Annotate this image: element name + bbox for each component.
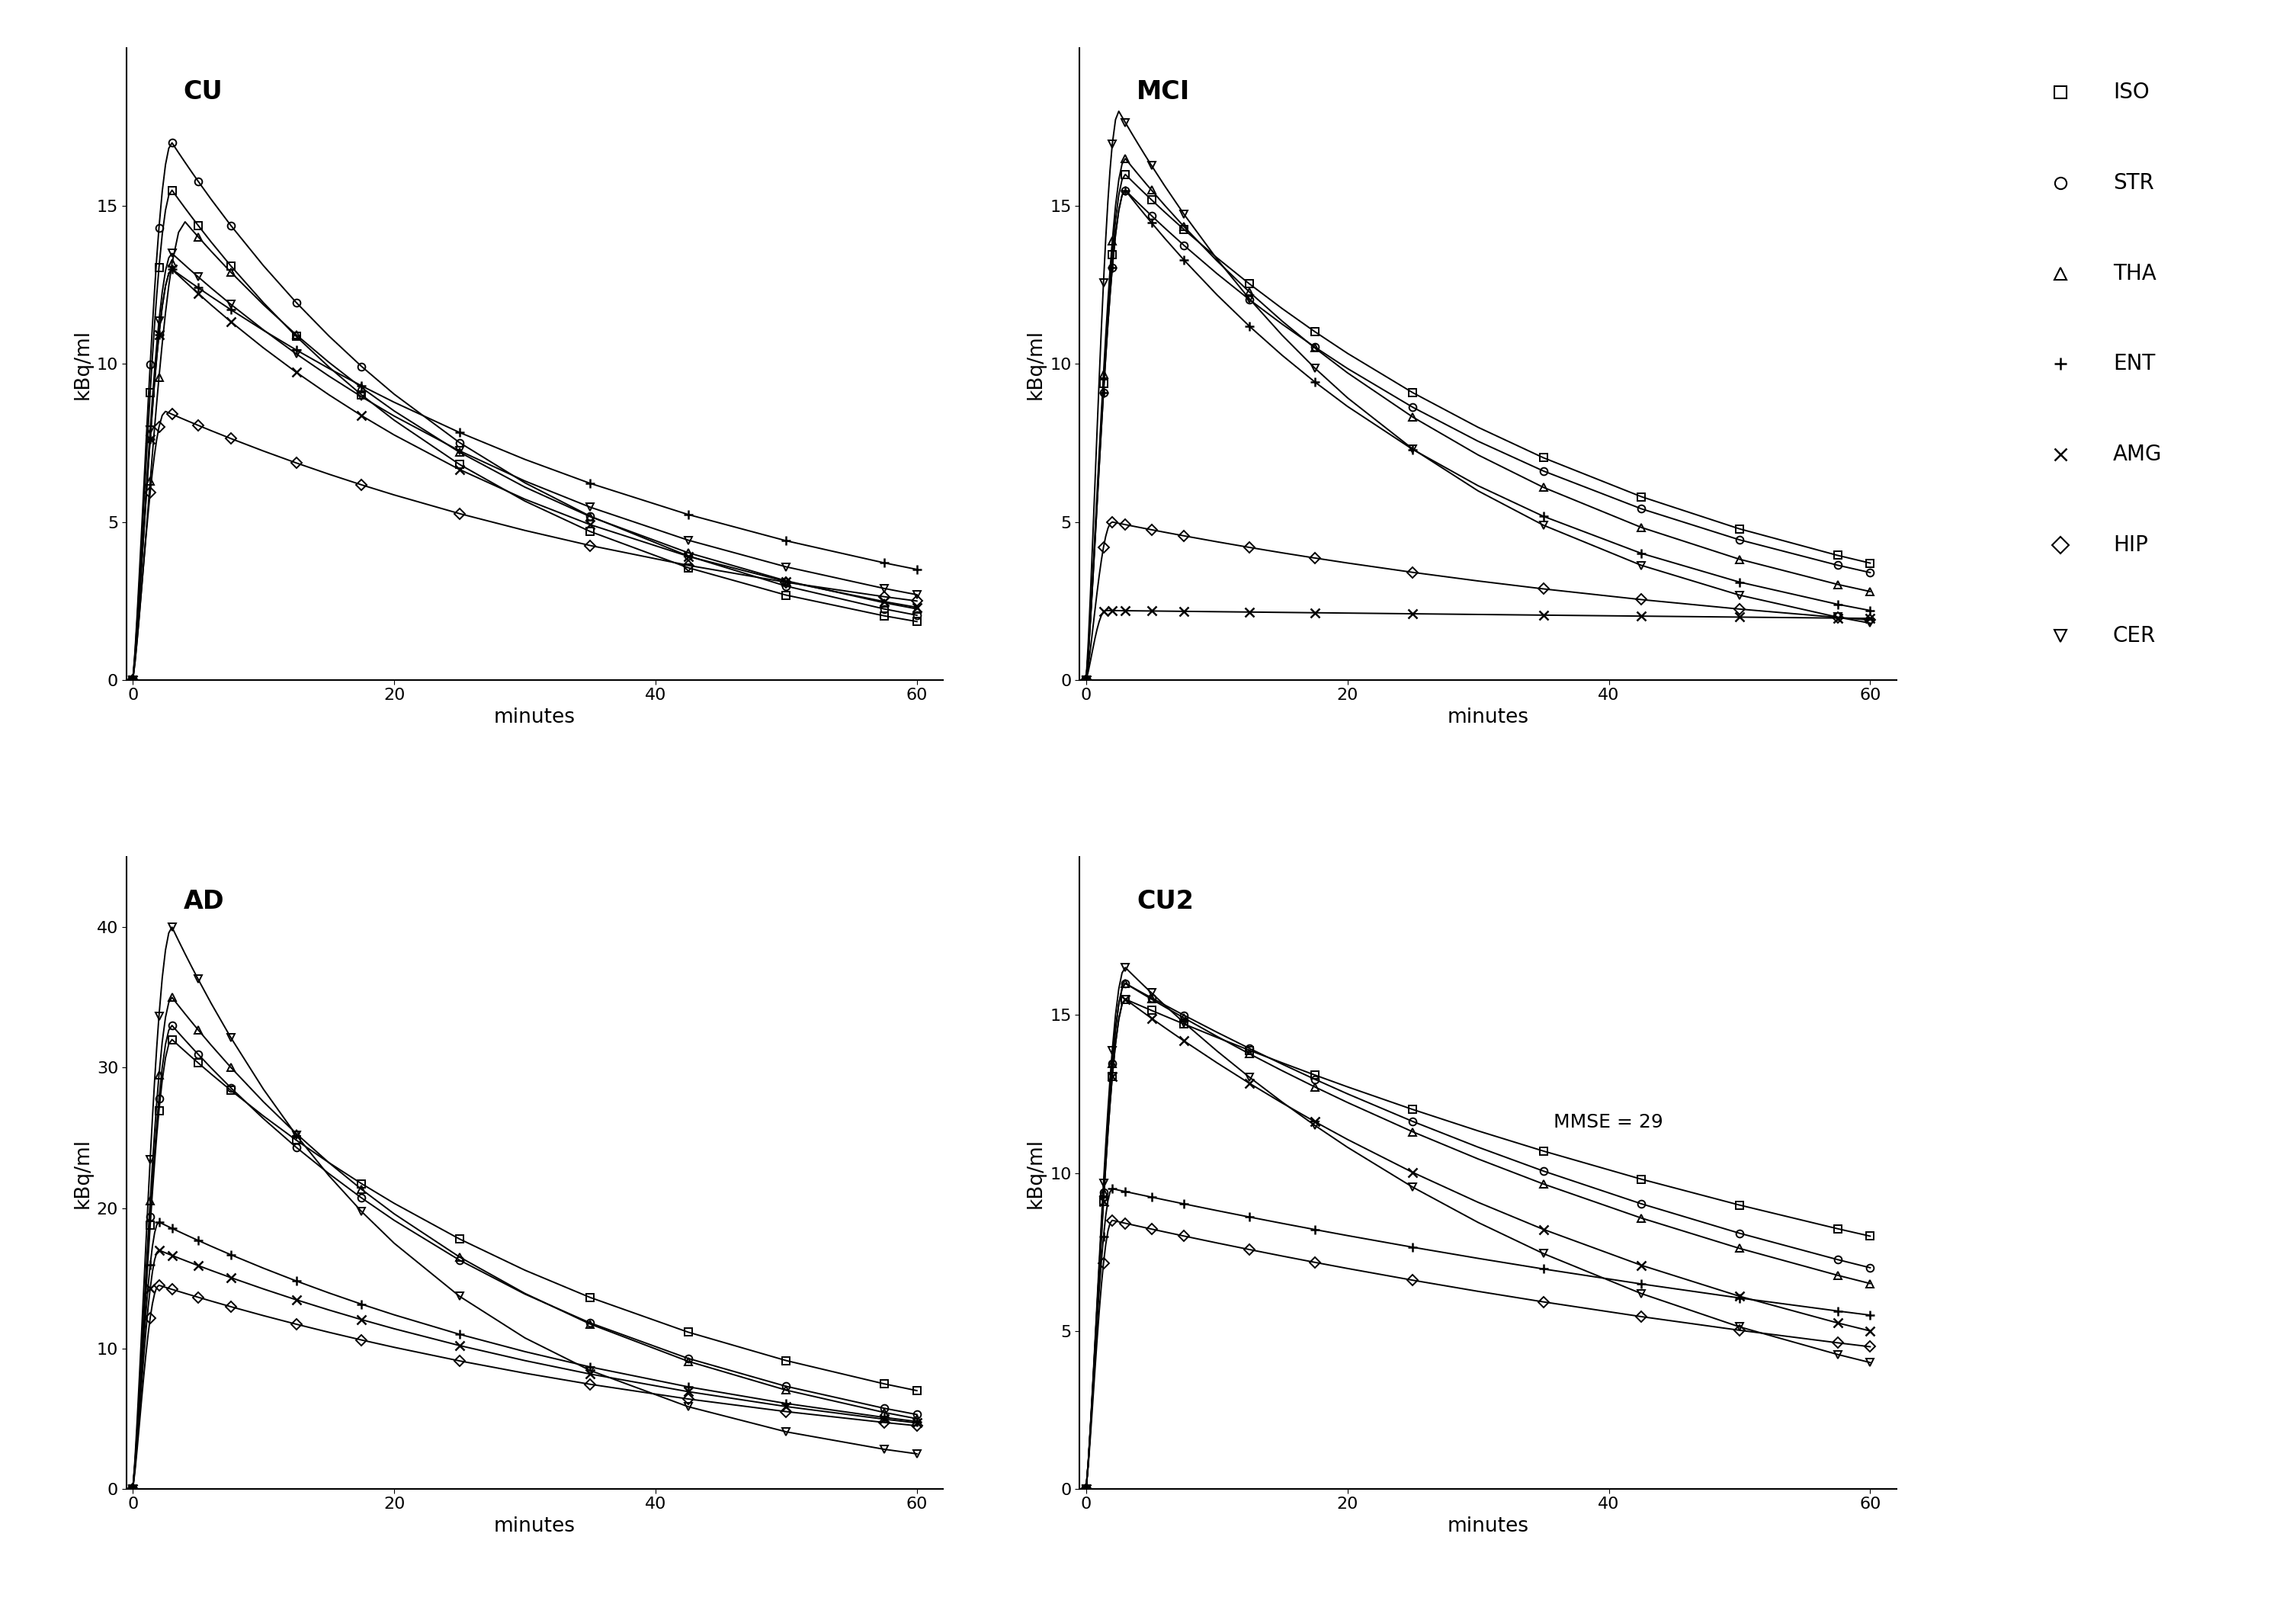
Text: MCI: MCI [1137,80,1189,104]
X-axis label: minutes: minutes [1446,708,1529,727]
Text: THA: THA [2112,263,2156,283]
Text: CER: CER [2112,624,2156,647]
Y-axis label: kBq/ml: kBq/ml [1026,328,1045,399]
Text: CU2: CU2 [1137,889,1194,914]
Text: AMG: AMG [2112,443,2163,466]
Y-axis label: kBq/ml: kBq/ml [1026,1138,1045,1209]
X-axis label: minutes: minutes [494,708,576,727]
Text: ENT: ENT [2112,354,2156,375]
Text: STR: STR [2112,173,2154,194]
Text: AD: AD [184,889,225,914]
Y-axis label: kBq/ml: kBq/ml [73,1138,92,1209]
Y-axis label: kBq/ml: kBq/ml [73,328,92,399]
Text: MMSE = 29: MMSE = 29 [1554,1113,1662,1132]
X-axis label: minutes: minutes [494,1516,576,1537]
Text: CU: CU [184,80,223,104]
X-axis label: minutes: minutes [1446,1516,1529,1537]
Text: ISO: ISO [2112,82,2149,102]
Text: HIP: HIP [2112,535,2147,556]
